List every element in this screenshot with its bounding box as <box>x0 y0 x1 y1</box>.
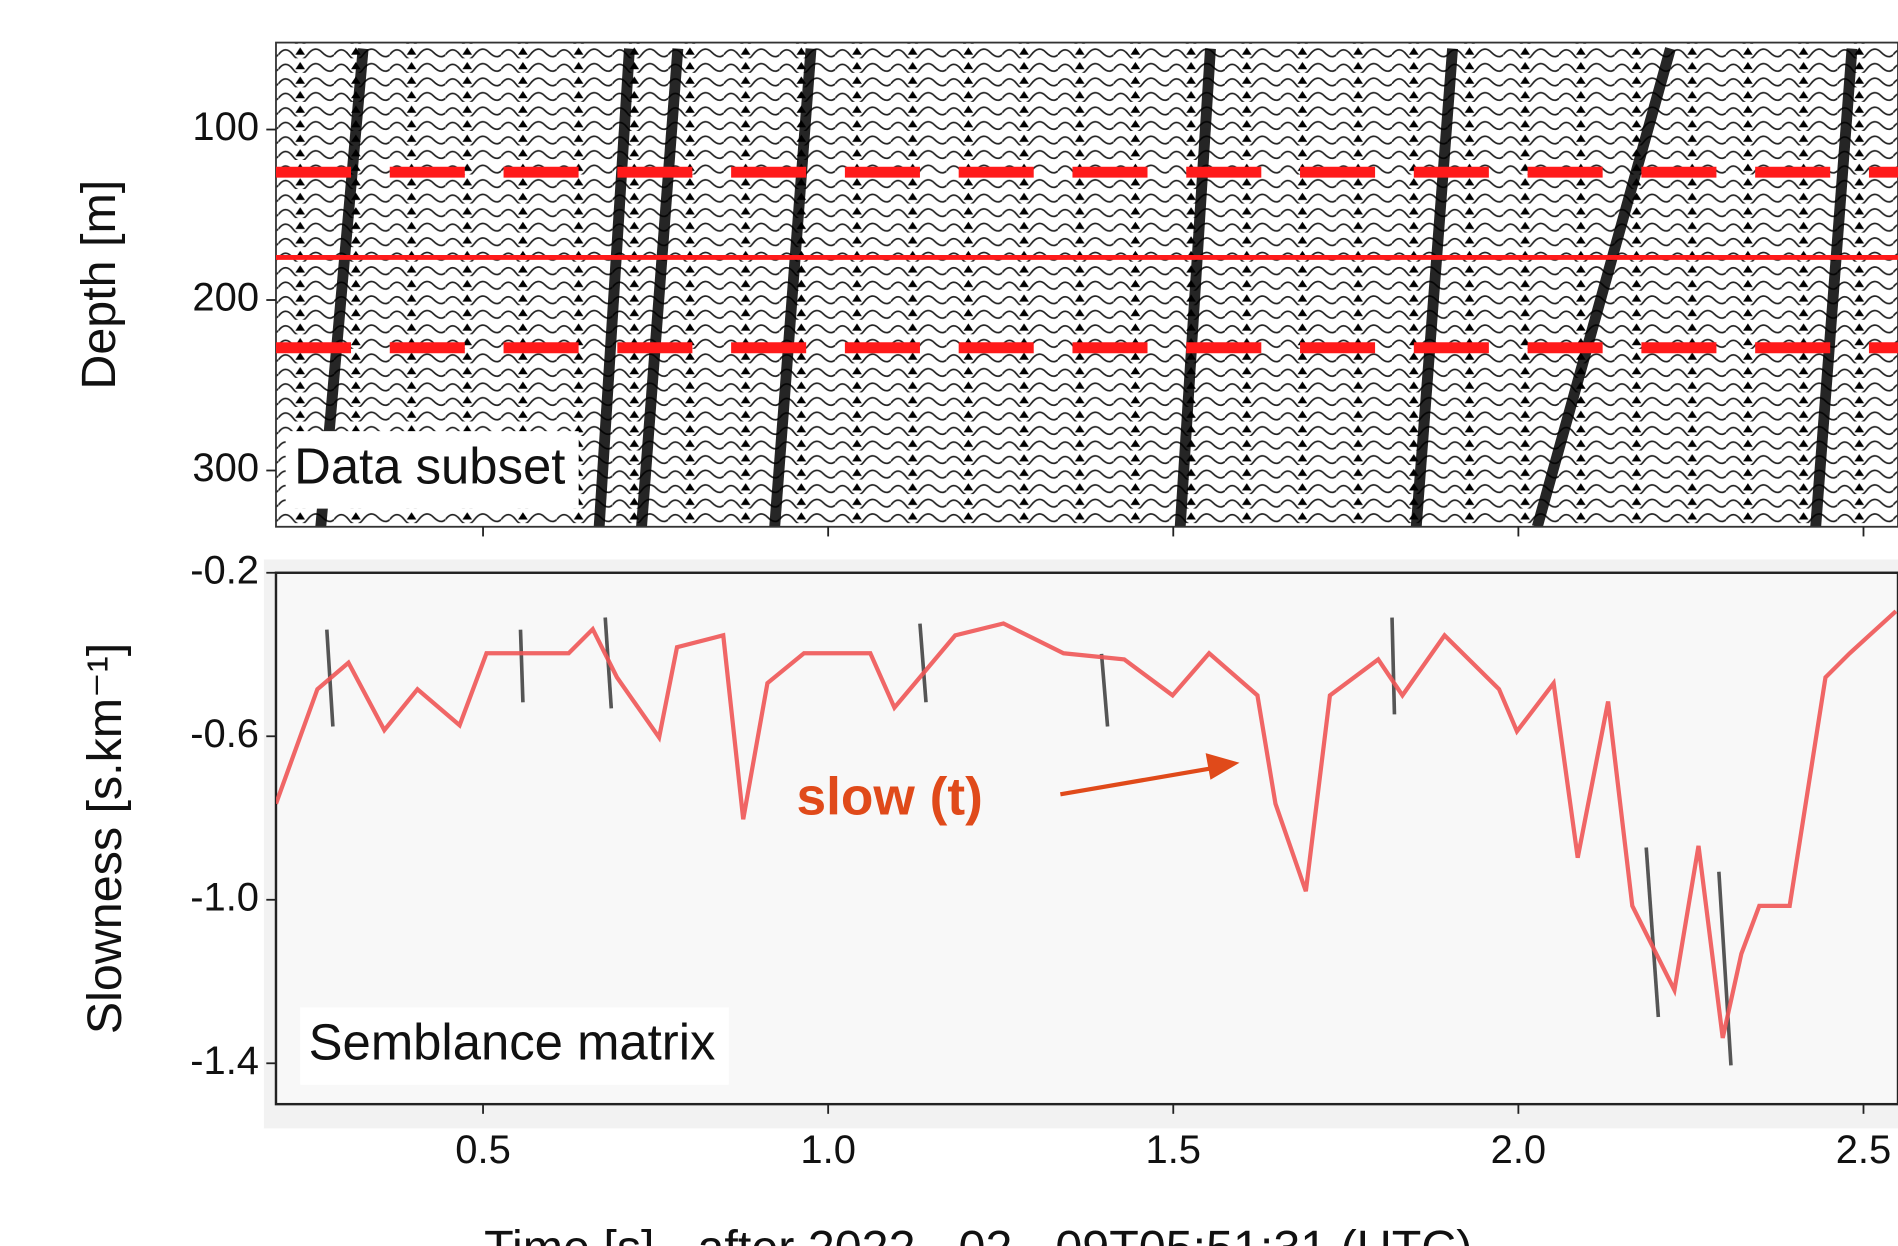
bottom-frame <box>274 571 1898 1106</box>
series-label: slow (t) <box>796 767 982 826</box>
annotation-arrow <box>1060 764 1223 797</box>
panel-annotation: Semblance matrix <box>309 1013 716 1070</box>
y-tick-label: 100 <box>192 105 259 149</box>
y-tick-label: 200 <box>192 276 259 320</box>
x-tick-label: 2.5 <box>1836 1128 1892 1172</box>
annotation-box <box>300 1007 729 1085</box>
panel-annotation: Data subset <box>294 437 565 494</box>
y-tick-label: -0.2 <box>190 548 259 592</box>
y-axis-label: Depth [m] <box>72 180 126 390</box>
series-line <box>275 609 1898 1039</box>
y-tick-label: -1.4 <box>190 1039 259 1083</box>
top-frame <box>275 41 1898 528</box>
trace-texture <box>275 42 1898 527</box>
line-layer <box>275 609 1898 1039</box>
x-axis-label: Time [s] - after 2022 - 02 - 09T05:51:31… <box>484 1221 1472 1246</box>
y-axis-label: Slowness [s.km⁻¹] <box>78 643 132 1034</box>
y-tick-label: -0.6 <box>190 712 259 756</box>
annotation-arrowhead <box>1205 753 1240 780</box>
y-tick-label: -1.0 <box>190 875 259 919</box>
x-tick-label: 2.0 <box>1491 1128 1547 1172</box>
y-tick-label: 300 <box>192 446 259 490</box>
x-tick-label: 1.5 <box>1146 1128 1202 1172</box>
x-tick-label: 0.5 <box>455 1128 511 1172</box>
x-tick-label: 1.0 <box>800 1128 856 1172</box>
annotation-box <box>285 431 579 509</box>
